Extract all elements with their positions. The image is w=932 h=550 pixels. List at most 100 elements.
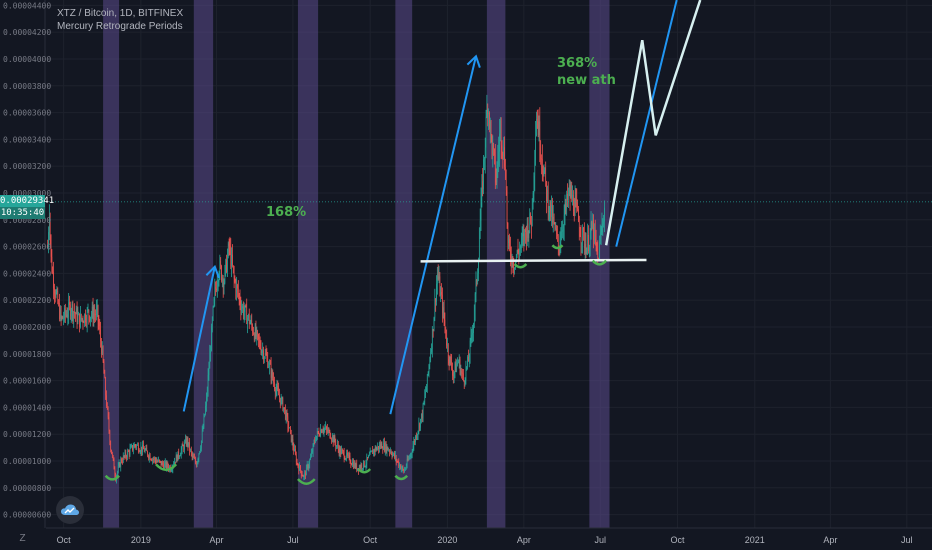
candle-body [545,167,546,182]
candle-body [345,458,347,460]
price-tick-label: 0.00002200 [3,296,51,305]
candle-body [167,463,169,468]
candle-body [81,318,83,320]
candle-body [327,430,329,432]
candle-body [599,234,601,242]
candle-body [469,340,471,358]
candle-body [54,293,56,297]
candle-body [589,246,590,252]
candle-body [278,389,279,396]
candle-body [343,451,345,459]
candle-body [90,316,91,321]
candle-body [290,429,292,442]
candle-body [322,430,323,433]
candle-body [454,363,456,372]
price-tick-label: 0.00003600 [3,109,51,118]
indicator-title[interactable]: Mercury Retrograde Periods [57,21,183,32]
candle-body [71,304,73,312]
candle-body [601,224,603,233]
candle-body [53,272,54,289]
price-tick-label: 0.00002000 [3,323,51,332]
candle-body [58,302,59,304]
candle-body [185,439,187,446]
candle-body [170,469,172,471]
new-ath-annotation[interactable]: new ath [557,73,616,88]
timezone-corner[interactable]: Z [19,533,26,544]
candle-body [87,309,89,311]
projection-arrow-head [466,54,481,68]
candle-body [64,308,65,319]
candle-body [334,436,336,443]
candle-body [297,463,299,467]
candle-body [222,277,224,288]
candle-body [390,451,392,454]
candle-body [381,443,383,449]
candle-body [479,239,480,261]
candle-body [65,308,66,315]
candle-body [467,356,468,367]
candle-body [55,292,57,297]
candle-body [401,466,403,469]
candle-body [57,290,59,303]
candle-body [268,366,269,368]
candle-body [448,358,450,364]
candle-body [514,267,515,269]
candle-body [599,241,600,260]
candle-body [474,293,476,312]
candle-body [536,118,537,137]
candle-body [548,211,550,213]
price-tick-label: 0.00001400 [3,403,51,412]
candle-body [332,435,333,440]
candle-body [139,451,141,453]
candle-body [290,427,291,430]
candle-body [416,436,417,439]
candle-body [49,216,51,236]
candle-body [559,242,561,249]
candle-body [264,353,266,358]
candle-body [400,464,401,470]
candle-body [338,448,340,455]
candle-body [591,222,593,229]
candle-body [512,256,514,268]
candle-body [473,323,474,334]
candle-body [146,448,148,452]
gain-annotation-168[interactable]: 168% [266,205,307,220]
candle-body [305,472,306,476]
candle-body [416,434,418,439]
time-tick-label: Apr [517,535,531,545]
candle-body [141,446,143,452]
candle-body [196,462,197,467]
candle-body [231,254,232,266]
candle-body [79,313,80,328]
candle-body [372,450,373,454]
time-tick-label: Jul [287,535,299,545]
candle-body [527,223,529,238]
candle-body [70,304,71,317]
candle-body [207,375,209,392]
candle-body [188,442,190,446]
candle-body [112,455,114,460]
candle-body [227,256,228,272]
candle-body [243,306,244,316]
candle-body [563,228,564,231]
gain-annotation-368[interactable]: 368% [557,56,598,71]
candle-body [571,189,573,201]
candle-body [350,462,352,465]
price-tick-label: 0.00003800 [3,82,51,91]
tradingview-cloud-icon[interactable] [56,496,84,524]
candle-body [452,368,453,376]
candle-body [253,334,255,340]
candle-body [307,464,309,469]
candle-body [245,305,247,307]
candle-body [522,233,524,237]
candle-body [73,311,75,319]
candle-body [456,364,457,372]
candle-body [152,459,153,461]
candle-body [292,439,294,447]
candle-body [398,461,400,467]
candle-body [326,426,327,430]
candle-body [128,451,129,453]
candle-body [300,465,301,471]
symbol-title[interactable]: XTZ / Bitcoin, 1D, BITFINEX [57,8,184,19]
